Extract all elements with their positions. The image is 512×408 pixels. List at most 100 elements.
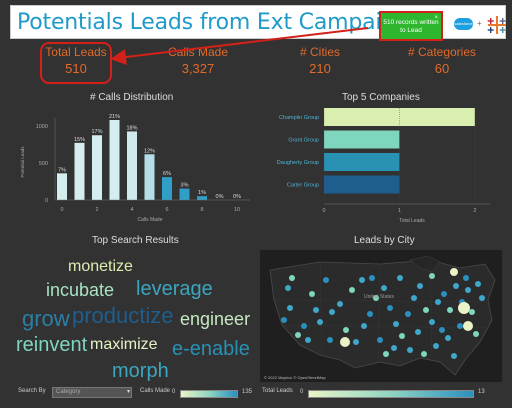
city-marker: [439, 327, 445, 333]
city-marker: [435, 299, 441, 305]
city-marker: [423, 307, 429, 313]
records-written-toast[interactable]: × 510 records written to Lead: [379, 11, 443, 41]
kpi-cities: # Cities 210: [270, 45, 370, 76]
search-term[interactable]: engineer: [180, 309, 251, 329]
search-by-select[interactable]: Category ▾: [52, 387, 132, 398]
search-term[interactable]: grow: [22, 306, 70, 331]
city-marker: [429, 319, 435, 325]
city-marker: [393, 321, 399, 327]
city-marker-large: [463, 321, 473, 331]
search-term[interactable]: maximize: [90, 336, 158, 353]
bar-data-label: 0%: [233, 194, 241, 200]
bar-data-label: 15%: [74, 137, 85, 143]
calls-distribution-title: # Calls Distribution: [90, 92, 174, 103]
calls-distribution-chart[interactable]: 7% 15% 17% 21% 18% 12% 6% 3% 1% 0% 0% 1000 500 0 0 2 4 6 8…: [0, 100, 260, 230]
city-marker: [441, 291, 447, 297]
search-term[interactable]: incubate: [46, 280, 115, 300]
kpi-value: 510: [65, 61, 87, 76]
city-marker: [367, 311, 373, 317]
x-tick-label: 2: [95, 207, 98, 213]
histogram-bar: [92, 135, 102, 200]
city-marker: [417, 283, 423, 289]
leads-by-city-title: Leads by City: [354, 235, 415, 246]
city-marker: [433, 343, 439, 349]
top-companies-chart[interactable]: Champlin Group Grant Group Daugherty Group…: [260, 100, 512, 230]
city-marker: [475, 281, 481, 287]
company-label: Grant Group: [288, 138, 319, 144]
histogram-bar: [109, 120, 120, 200]
search-term[interactable]: monetize: [68, 258, 133, 275]
company-label: Carter Group: [287, 183, 319, 189]
toast-message: 510 records written to Lead: [383, 19, 439, 34]
city-marker: [305, 337, 311, 343]
city-marker: [421, 351, 427, 357]
city-marker: [469, 309, 475, 315]
company-label: Daugherty Group: [277, 160, 319, 166]
total-leads-legend-label: Total Leads: [262, 388, 293, 394]
bar-data-label: 18%: [126, 125, 137, 131]
kpi-label: # Cities: [299, 45, 340, 59]
city-marker: [405, 311, 411, 317]
salesforce-logo: salesforce: [454, 18, 473, 30]
search-term[interactable]: leverage: [136, 278, 213, 300]
plus-sign: +: [477, 19, 482, 28]
histogram-bar: [127, 131, 137, 200]
x-tick-label: 6: [165, 207, 168, 213]
company-bar: [324, 130, 400, 149]
histogram-bar: [197, 196, 207, 200]
kpi-total-leads: Total Leads 510: [26, 45, 126, 76]
city-marker: [447, 307, 453, 313]
city-marker: [463, 275, 469, 281]
x-tick-label: 1: [398, 208, 401, 214]
city-marker: [353, 339, 359, 345]
bar-data-label: 12%: [144, 148, 155, 154]
city-marker: [381, 285, 387, 291]
city-marker: [473, 331, 479, 337]
search-term[interactable]: morph: [112, 360, 169, 382]
kpi-label: # Categories: [407, 45, 477, 59]
x-axis-title: Total Leads: [399, 218, 425, 224]
calls-made-legend-label: Calls Made: [140, 388, 171, 394]
search-by-value: Category: [56, 389, 81, 395]
y-tick-label: 500: [39, 161, 48, 167]
city-marker: [397, 275, 403, 281]
x-axis-title: Calls Made: [137, 217, 162, 223]
histogram-bar: [57, 173, 67, 200]
city-marker: [313, 307, 319, 313]
city-marker: [383, 351, 389, 357]
bar-data-label: 0%: [216, 194, 224, 200]
search-results-title: Top Search Results: [92, 235, 179, 246]
top-companies-title: Top 5 Companies: [342, 92, 420, 103]
city-marker: [343, 327, 349, 333]
histogram-bar: [144, 154, 155, 200]
x-tick-label: 2: [473, 208, 476, 214]
search-term[interactable]: productize: [72, 303, 174, 328]
city-marker: [329, 309, 335, 315]
y-tick-label: 0: [45, 198, 48, 204]
city-marker: [295, 332, 301, 338]
city-marker: [349, 287, 355, 293]
city-marker: [453, 283, 459, 289]
search-by-label: Search By: [18, 388, 46, 394]
city-marker: [361, 323, 367, 329]
total-leads-max: 13: [478, 389, 485, 395]
tableau-icon: [487, 16, 506, 34]
city-marker: [429, 273, 435, 279]
city-marker: [391, 345, 397, 351]
city-marker: [373, 295, 379, 301]
city-marker: [281, 317, 287, 323]
search-term[interactable]: reinvent: [16, 334, 88, 356]
city-marker: [323, 277, 329, 283]
kpi-categories: # Categories 60: [392, 45, 492, 76]
close-icon[interactable]: ×: [434, 15, 438, 21]
city-marker: [415, 329, 421, 335]
search-term[interactable]: e-enable: [172, 338, 250, 360]
bar-data-label: 3%: [181, 183, 189, 189]
leads-map[interactable]: United States © 2022 Mapbox © OpenStreet…: [260, 250, 502, 382]
city-marker: [387, 305, 393, 311]
company-bar: [324, 175, 400, 194]
city-marker: [359, 277, 365, 283]
dashboard-title: Potentials Leads from Ext Campaign: [17, 10, 409, 35]
company-bar: [324, 153, 400, 171]
city-marker: [369, 275, 375, 281]
